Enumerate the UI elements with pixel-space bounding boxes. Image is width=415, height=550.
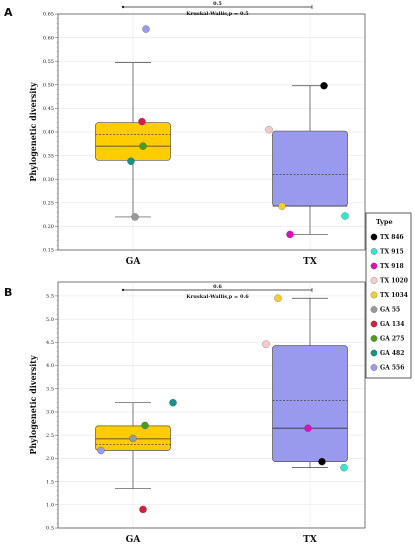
y-tick-label: 3.0	[46, 410, 54, 416]
legend-swatch	[370, 335, 378, 342]
legend: Type TX 846 TX 915 TX 918 TX 1020 TX 1034 GA 5…	[365, 212, 412, 379]
legend-swatch	[370, 277, 378, 284]
y-tick-label: 2.0	[46, 456, 54, 462]
test-label: Kruskal-Wallis,p = 0.5	[186, 11, 249, 17]
data-point	[278, 202, 286, 210]
y-tick-label: 5.0	[46, 317, 54, 323]
bracket-end	[121, 288, 125, 292]
legend-item-label: GA 482	[380, 350, 404, 357]
box-ga	[95, 402, 171, 489]
x-tick-label: TX	[303, 257, 317, 267]
data-point	[138, 117, 146, 126]
y-tick-label: 0.50	[43, 83, 54, 89]
panel-b: 0.5 1.0 1.5 2.0 2.5 3.0 3.5 4.0 4.5 5.0 5.5 GA TX Phy…	[4, 281, 366, 545]
y-tick-label: 0.65	[43, 12, 54, 18]
legend-item-label: TX 918	[380, 263, 404, 270]
y-tick-label: 4.5	[46, 340, 54, 346]
y-tick-label: 0.5	[46, 526, 54, 532]
legend-title: Type	[376, 218, 393, 226]
x-tick-label: TX	[303, 535, 317, 545]
data-point	[318, 457, 326, 466]
y-tick-label: 5.5	[46, 294, 54, 300]
y-axis-label: Phylogenetic diversity	[28, 355, 38, 455]
data-point	[340, 463, 348, 472]
y-tick-label: 3.5	[46, 386, 54, 392]
bracket-end	[121, 5, 125, 9]
legend-item-label: GA 55	[380, 307, 400, 314]
data-point	[127, 157, 135, 166]
legend-item-label: GA 134	[380, 321, 404, 328]
y-tick-label: 0.40	[43, 130, 54, 136]
box-tx	[272, 297, 348, 469]
panel-label: A	[4, 6, 13, 19]
data-point	[142, 25, 150, 33]
test-label: Kruskal-Wallis,p = 0.6	[186, 294, 249, 300]
box-tx	[272, 85, 348, 235]
y-tick-label: 0.35	[43, 153, 54, 159]
legend-item-label: GA 556	[380, 365, 404, 372]
legend-item-label: TX 846	[380, 234, 404, 241]
legend-swatch	[370, 248, 378, 255]
x-tick-label: GA	[126, 535, 142, 545]
data-point	[97, 446, 105, 455]
y-tick-label: 0.15	[43, 248, 54, 254]
iqr-box	[272, 130, 348, 207]
legend-swatch	[370, 306, 378, 313]
y-tick-label: 0.30	[43, 177, 54, 183]
legend-swatch	[370, 262, 378, 270]
iqr-box	[272, 345, 348, 462]
legend-item-label: GA 275	[380, 336, 404, 343]
y-tick-label: 0.25	[43, 201, 54, 207]
box-ga	[95, 62, 171, 218]
data-point	[129, 434, 137, 443]
data-point	[341, 212, 349, 220]
legend-item-label: TX 915	[380, 249, 404, 256]
data-point	[139, 505, 147, 514]
data-point	[304, 424, 312, 432]
legend-swatch	[370, 364, 378, 371]
data-point	[169, 398, 177, 407]
legend-swatch	[370, 291, 378, 299]
data-point	[286, 230, 294, 239]
data-point	[274, 294, 282, 302]
data-point	[131, 213, 139, 221]
y-tick-label: 0.20	[43, 224, 54, 230]
panel-label: B	[4, 286, 12, 299]
legend-item-label: TX 1020	[380, 278, 408, 285]
y-tick-label: 1.5	[46, 479, 54, 485]
y-tick-label: 1.0	[46, 502, 54, 508]
data-point	[141, 421, 149, 430]
y-tick-label: 0.55	[43, 59, 54, 65]
data-point	[265, 125, 273, 134]
data-point	[262, 340, 270, 348]
bracket-p-value: 0.5	[213, 1, 222, 7]
data-point	[320, 81, 328, 90]
data-point	[139, 142, 147, 150]
plot-frame	[57, 13, 366, 251]
legend-item-label: TX 1034	[380, 292, 408, 299]
y-tick-label: 4.0	[46, 363, 54, 369]
bracket-p-value: 0.6	[213, 284, 222, 290]
iqr-box	[95, 122, 171, 161]
legend-swatch	[370, 349, 378, 357]
y-tick-label: 2.5	[46, 433, 54, 439]
x-tick-label: GA	[126, 257, 142, 267]
y-axis-label: Phylogenetic diversity	[28, 82, 38, 182]
panel-a: 0.15 0.20 0.25 0.30 0.35 0.40 0.45 0.50 0.55 0.60…	[4, 1, 366, 267]
y-tick-label: 0.45	[43, 106, 54, 112]
legend-swatch	[370, 320, 378, 328]
plot-frame	[57, 281, 366, 529]
y-tick-label: 0.60	[43, 35, 54, 41]
legend-swatch	[370, 233, 378, 241]
